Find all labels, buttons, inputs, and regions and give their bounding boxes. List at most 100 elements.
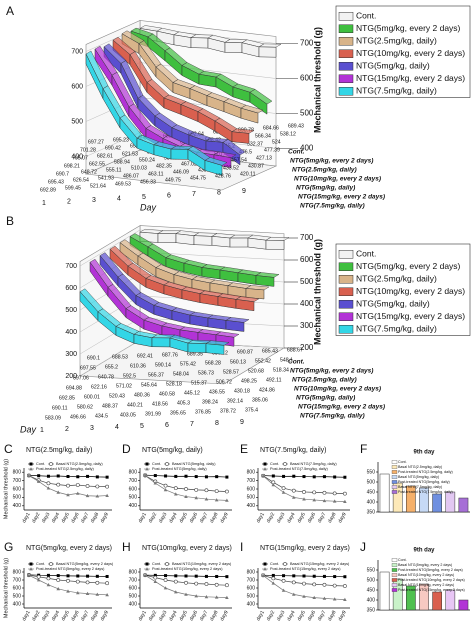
day-label: 7 bbox=[190, 421, 194, 428]
value-label: 476.5 bbox=[239, 149, 252, 155]
legend-swatch bbox=[338, 250, 354, 259]
marker bbox=[163, 586, 168, 590]
legend-swatch bbox=[338, 37, 354, 46]
day-label: 3 bbox=[90, 425, 94, 432]
marker bbox=[225, 475, 229, 479]
marker bbox=[261, 573, 265, 577]
panel-letter: J bbox=[360, 540, 366, 554]
marker bbox=[85, 484, 90, 488]
day-label: 6 bbox=[167, 192, 171, 199]
marker bbox=[343, 475, 347, 479]
marker bbox=[271, 581, 276, 585]
value-label: 405.3 bbox=[177, 400, 190, 406]
marker bbox=[145, 567, 149, 571]
legend-label: Basal NTG(10mg/kg, every 2 days) bbox=[398, 573, 454, 577]
marker bbox=[282, 474, 286, 478]
y-tick-label: 500 bbox=[367, 479, 376, 485]
ribbon bbox=[222, 141, 241, 166]
marker bbox=[75, 579, 80, 584]
legend-label: Basal NTG(10mg/kg, every 2 days) bbox=[172, 562, 232, 566]
x-tick-label: day1 bbox=[21, 511, 32, 524]
marker bbox=[271, 474, 275, 478]
marker bbox=[204, 574, 208, 578]
bar bbox=[392, 482, 403, 513]
marker bbox=[153, 573, 157, 577]
legend-swatch bbox=[391, 480, 398, 484]
marker bbox=[164, 574, 168, 578]
value-label: 395.65 bbox=[170, 410, 186, 416]
value-label: 621.53 bbox=[122, 151, 138, 157]
panel-letter: D bbox=[122, 442, 131, 456]
marker bbox=[46, 576, 51, 581]
marker bbox=[215, 475, 219, 479]
day-label: 8 bbox=[215, 420, 219, 427]
z-tick-label: 700 bbox=[65, 263, 77, 270]
y-tick-label: 350 bbox=[367, 607, 376, 613]
value-label: 427.13 bbox=[256, 155, 272, 161]
value-label: 690.42 bbox=[105, 145, 121, 151]
y-tick-label: 400 bbox=[247, 601, 256, 607]
marker bbox=[271, 576, 276, 581]
z-tick-label: 400 bbox=[71, 153, 83, 160]
legend-label: Cont. bbox=[152, 562, 161, 566]
value-label: 626.54 bbox=[73, 177, 89, 183]
day-label: 9 bbox=[240, 419, 244, 426]
panel-letter: E bbox=[240, 442, 248, 456]
value-label: 610.36 bbox=[130, 363, 146, 369]
value-label: 550.24 bbox=[139, 157, 155, 163]
panel-title: NTG(7.5mg/kg, daily) bbox=[260, 447, 327, 454]
legend-label: NTG(2.5mg/kg, daily) bbox=[356, 274, 437, 284]
value-label: 685.43 bbox=[262, 348, 278, 354]
z-tick-label: 300 bbox=[65, 351, 77, 358]
marker bbox=[143, 573, 147, 577]
series-axis-label: NTG(5mg/kg, every 2 days) bbox=[290, 368, 373, 375]
marker bbox=[342, 584, 347, 588]
value-label: 695.43 bbox=[48, 179, 64, 185]
value-label: 524 bbox=[272, 139, 281, 145]
value-label: 496.66 bbox=[70, 414, 86, 420]
legend-swatch bbox=[338, 62, 354, 71]
marker bbox=[224, 489, 229, 494]
marker bbox=[85, 591, 90, 595]
marker bbox=[165, 562, 169, 566]
marker bbox=[302, 497, 306, 501]
z-tick-label: 700 bbox=[71, 48, 83, 55]
z-tick-label: 200 bbox=[300, 343, 314, 352]
ribbon bbox=[175, 233, 195, 245]
marker bbox=[322, 475, 326, 479]
marker bbox=[271, 573, 275, 577]
ribbon bbox=[231, 131, 250, 144]
value-label: 515.37 bbox=[191, 380, 207, 386]
marker bbox=[153, 474, 157, 478]
value-label: 640.78 bbox=[98, 374, 114, 380]
y-tick-label: 700 bbox=[129, 577, 138, 583]
legend-label: Cont. bbox=[398, 558, 407, 562]
legend-label: Basal NTG(7.5mg/kg, daily) bbox=[398, 485, 442, 489]
marker bbox=[46, 481, 51, 486]
z-tick-label: 400 bbox=[300, 144, 314, 153]
marker bbox=[173, 590, 178, 594]
day-label: 8 bbox=[217, 189, 221, 196]
legend-label: NTG(5mg/kg, every 2 days) bbox=[356, 261, 461, 271]
value-label: 521.64 bbox=[90, 183, 106, 189]
ribbon bbox=[255, 275, 275, 287]
value-label: 430.18 bbox=[234, 388, 250, 394]
day-label: 4 bbox=[117, 195, 121, 202]
marker bbox=[204, 475, 208, 479]
bar bbox=[445, 589, 456, 611]
y-tick-label: 600 bbox=[247, 486, 256, 492]
marker bbox=[291, 488, 296, 493]
legend-swatch bbox=[391, 475, 398, 479]
marker bbox=[204, 488, 209, 493]
x-tick-label: day7 bbox=[199, 609, 210, 622]
y-tick-label: 500 bbox=[247, 593, 256, 599]
value-label: 467.02 bbox=[181, 161, 197, 167]
series-axis-label: NTG(10mg/kg, every 2 days) bbox=[294, 176, 381, 183]
marker bbox=[29, 467, 33, 471]
marker bbox=[184, 574, 188, 578]
marker bbox=[322, 582, 327, 587]
marker bbox=[153, 579, 158, 583]
value-label: 697.27 bbox=[88, 139, 104, 145]
x-tick-label: day8 bbox=[327, 609, 338, 622]
marker bbox=[322, 574, 326, 578]
